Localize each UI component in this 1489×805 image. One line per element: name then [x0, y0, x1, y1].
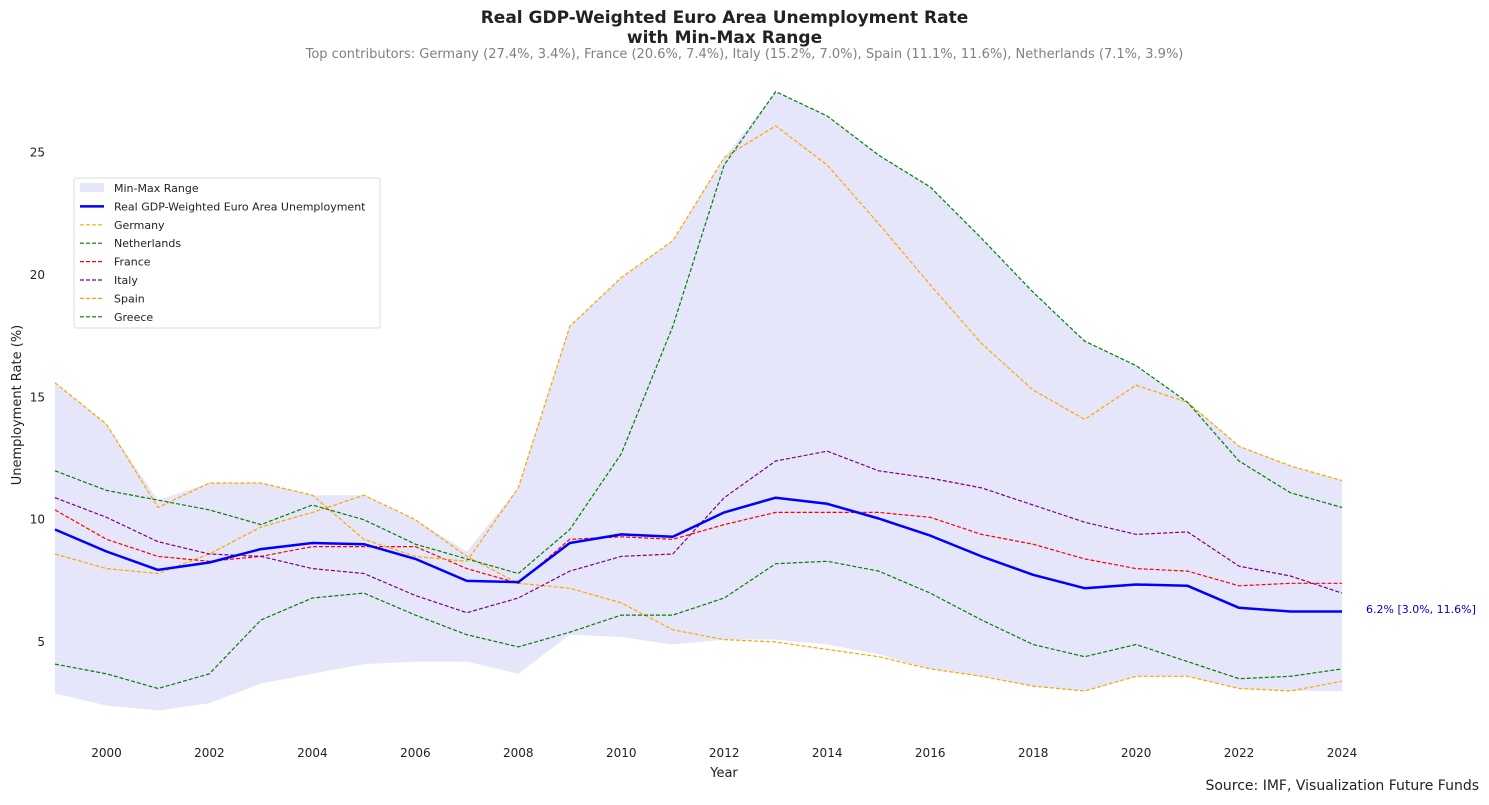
series-line-greece — [54, 90, 1343, 575]
min-max-range-layer — [55, 91, 1342, 711]
x-tick-label: 2000 — [91, 746, 122, 760]
series-line-netherlands — [54, 560, 1343, 690]
legend-label-greece: Greece — [114, 311, 153, 324]
x-axis-ticks: 2000 2002 2004 2006 2008 2010 2012 2014 2016 2018… — [91, 746, 1357, 760]
x-tick-label: 2024 — [1327, 746, 1358, 760]
x-tick-label: 2008 — [503, 746, 534, 760]
chart-title-line2: with Min-Max Range — [626, 28, 823, 48]
series-line-weighted-euro-area — [54, 496, 1342, 613]
x-tick-label: 2012 — [709, 746, 740, 760]
y-axis-ticks: 5 10 15 20 25 — [30, 146, 45, 649]
legend-label-spain: Spain — [114, 292, 145, 305]
x-tick-label: 2020 — [1121, 746, 1152, 760]
y-tick-label: 5 — [37, 635, 45, 649]
x-tick-label: 2004 — [297, 746, 328, 760]
x-tick-label: 2022 — [1224, 746, 1255, 760]
min-max-range-area — [55, 91, 1342, 711]
legend-label-real-gdp-weighted-euro-area-unemployment: Real GDP-Weighted Euro Area Unemployment — [114, 200, 366, 213]
end-value-annotation: 6.2% [3.0%, 11.6%] — [1366, 603, 1476, 616]
y-tick-label: 10 — [30, 513, 45, 527]
x-tick-label: 2018 — [1018, 746, 1049, 760]
legend-label-netherlands: Netherlands — [114, 237, 181, 250]
x-tick-label: 2006 — [400, 746, 431, 760]
legend-label-france: France — [114, 256, 151, 269]
chart-subtitle: Top contributors: Germany (27.4%, 3.4%),… — [305, 47, 1184, 62]
legend-label-min-max-range: Min-Max Range — [114, 182, 199, 195]
source-note: Source: IMF, Visualization Future Funds — [1205, 778, 1479, 794]
x-axis-label: Year — [709, 766, 738, 781]
legend: Min-Max Range Real GDP-Weighted Euro Area… — [73, 177, 381, 329]
y-tick-label: 15 — [30, 390, 45, 404]
y-tick-label: 25 — [30, 146, 45, 160]
legend-label-italy: Italy — [114, 274, 138, 287]
chart-title-line1: Real GDP-Weighted Euro Area Unemployment… — [480, 8, 969, 28]
x-tick-label: 2016 — [915, 746, 946, 760]
x-tick-label: 2002 — [194, 746, 225, 760]
series-line-germany — [54, 494, 1343, 692]
legend-swatch-min-max-range — [80, 183, 104, 192]
y-axis-label: Unemployment Rate (%) — [10, 325, 25, 486]
y-tick-label: 20 — [30, 268, 45, 282]
x-tick-label: 2014 — [812, 746, 843, 760]
series-line-france — [54, 509, 1342, 587]
series-line-spain — [54, 125, 1343, 562]
x-tick-label: 2010 — [606, 746, 637, 760]
weighted-series-layer — [54, 496, 1342, 613]
chart-title: Real GDP-Weighted Euro Area Unemployment… — [0, 8, 1449, 48]
legend-label-germany: Germany — [114, 219, 165, 232]
legend-items: Min-Max Range Real GDP-Weighted Euro Area… — [80, 182, 366, 324]
legend-frame — [73, 177, 381, 329]
